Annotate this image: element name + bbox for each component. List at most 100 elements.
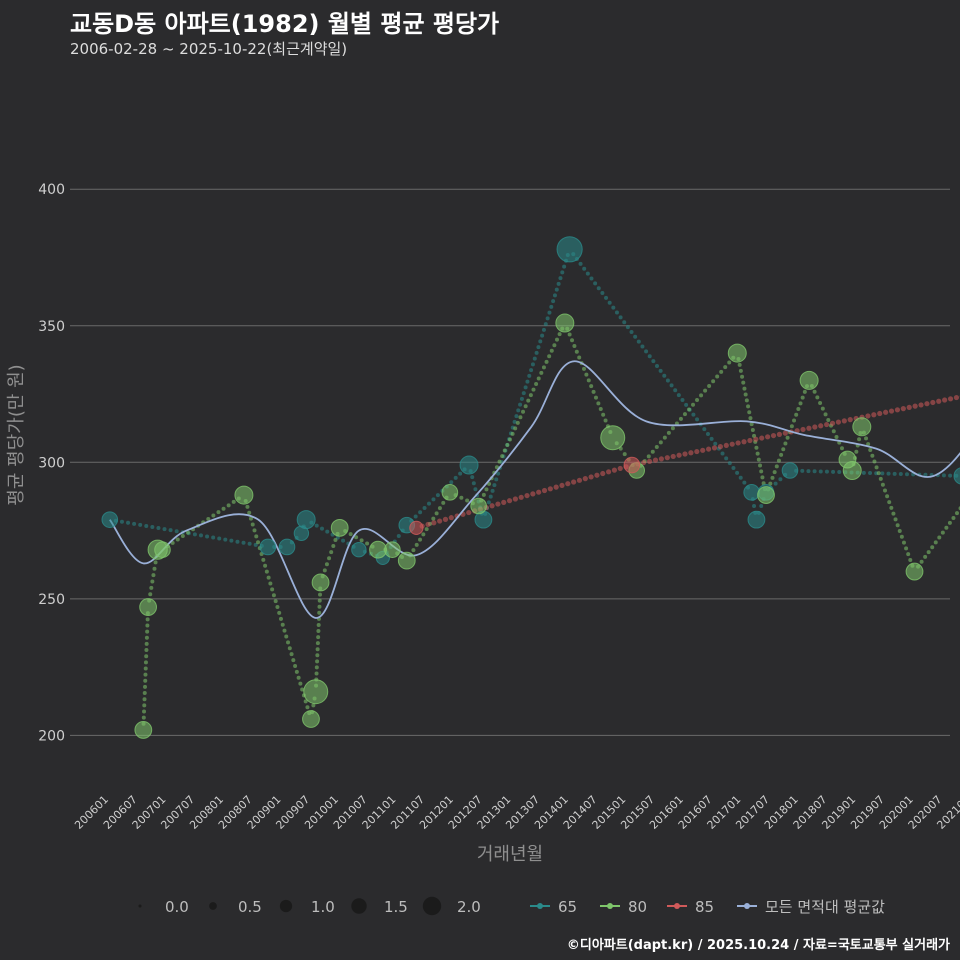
series-80-trail-dot <box>434 511 439 516</box>
series-80-trail-dot <box>252 528 257 533</box>
series-80-trail-dot <box>866 442 871 447</box>
series-65-trail-dot <box>898 472 903 477</box>
series-65-trail-dot <box>647 354 652 359</box>
series-65-trail-dot <box>525 379 530 384</box>
series-80-trail-dot <box>874 465 879 470</box>
series-80-trail-dot <box>823 412 828 417</box>
series-80-trail-dot <box>314 665 319 670</box>
series-80-trail-dot <box>577 355 582 360</box>
series-85-trail-dot <box>431 520 437 526</box>
series-65-trail-dot <box>534 350 539 355</box>
legend: 0.0 0.5 1.0 1.5 2.0 65 80 85 모든 면적대 평균값 <box>138 896 885 916</box>
series-80-trail-dot <box>682 412 687 417</box>
series-65-trail-dot <box>162 527 167 532</box>
series-80-trail-dot <box>348 532 353 537</box>
series-65-trail-dot <box>471 481 476 486</box>
series-65-trail-dot <box>640 344 645 349</box>
series-85-trail-dot <box>947 396 954 402</box>
series-85-trail-dot <box>883 409 889 415</box>
series-85-trail-dot <box>924 401 930 407</box>
size-legend-marker <box>351 898 367 914</box>
series-80-trail-dot <box>758 463 763 468</box>
chart-subtitle: 2006-02-28 ~ 2025-10-22(최근계약일) <box>70 40 348 58</box>
series-85-trail-dot <box>717 444 724 450</box>
series-80-trail-dot <box>870 453 875 458</box>
series-65-trail-dot <box>695 417 700 422</box>
size-legend-marker <box>279 899 293 913</box>
series-65-trail-dot <box>435 493 440 498</box>
series-80-trail-dot <box>658 440 663 445</box>
series-legend-dot <box>744 903 750 909</box>
series-65-trail-dot <box>431 497 436 502</box>
series-65-trail-dot <box>752 504 757 508</box>
series-80-trail-dot <box>715 374 720 379</box>
series-80-trail-dot <box>314 671 319 676</box>
series-65-trail-dot <box>886 471 891 476</box>
series-65-trail-dot <box>138 522 143 527</box>
series-80-trail-dot <box>926 550 931 555</box>
series-85-trail-dot <box>641 459 647 466</box>
series-80-trail-dot <box>513 426 518 431</box>
series-80-trail-dot <box>908 557 913 562</box>
series-65-trail-dot <box>422 505 427 510</box>
series-80-trail-dot <box>424 527 429 532</box>
series-85-trail-dot <box>530 491 536 497</box>
series-85-trail-dot <box>759 435 765 441</box>
series-65-trail-dot <box>543 322 548 327</box>
series-65-trail-dot <box>611 305 616 310</box>
series-80-trail-dot <box>547 354 552 359</box>
series-85-trail-dot <box>847 417 853 423</box>
series-80-trail-dot <box>175 537 180 542</box>
series-80-trail-dot <box>256 540 261 545</box>
series-85-trail-dot <box>495 501 501 507</box>
series-65-point <box>743 484 760 501</box>
series-65-trail-dot <box>713 441 718 446</box>
series-85-trail-dot <box>747 437 753 444</box>
series-80-trail-dot <box>570 338 575 343</box>
series-80-trail-dot <box>247 510 252 515</box>
series-80-trail-dot <box>287 646 292 651</box>
series-65-point <box>278 538 296 556</box>
series-65-trail-dot <box>589 276 594 281</box>
series-85-trail-dot <box>800 426 806 433</box>
series-80-trail-dot <box>322 568 327 573</box>
series-80-trail-dot <box>143 666 148 671</box>
series-65-trail-dot <box>530 362 535 367</box>
series-80-trail-dot <box>151 573 156 578</box>
series-65-trail-dot <box>556 281 561 286</box>
series-80-trail-dot <box>749 422 754 427</box>
series-points <box>101 236 960 739</box>
series-65-trail-dot <box>529 368 534 373</box>
series-80-trail-dot <box>142 697 147 702</box>
series-65-trail-dot <box>691 412 696 417</box>
series-65-trail-dot <box>492 483 497 488</box>
series-80-trail-dot <box>459 495 464 500</box>
series-65-trail-dot <box>217 536 222 541</box>
series-65-trail-dot <box>773 481 778 486</box>
gridlines <box>70 188 950 736</box>
series-80-trail-dot <box>359 538 364 543</box>
series-80-trail-dot <box>798 401 803 406</box>
series-65-trail-dot <box>618 315 623 320</box>
y-axis-ticks: 200 250 300 350 400 <box>38 182 65 744</box>
series-65-trail-dot <box>562 264 567 269</box>
series-85-trail-dot <box>576 477 583 483</box>
series-80-point <box>727 343 747 363</box>
series-80-trail-dot <box>742 386 747 391</box>
series-80-trail-dot <box>293 663 298 668</box>
series-80-trail-dot <box>603 418 608 423</box>
series-80-trail-dot <box>923 554 928 559</box>
series-80-trail-dot <box>143 660 148 665</box>
series-80-trail-dot <box>296 675 301 680</box>
series-80-trail-dot <box>904 546 909 551</box>
size-legend-marker <box>209 902 217 910</box>
series-80-trail-dot <box>414 542 419 547</box>
series-80-trail-dot <box>142 709 147 714</box>
series-65-trail-dot <box>709 436 714 441</box>
series-80-trail-dot <box>317 598 322 603</box>
series-80-trail-dot <box>141 715 146 720</box>
series-65-trail-dot <box>174 529 179 534</box>
series-80-trail-dot <box>286 640 291 645</box>
y-tick-label: 300 <box>38 455 65 471</box>
series-65-trail-dot <box>551 299 556 304</box>
